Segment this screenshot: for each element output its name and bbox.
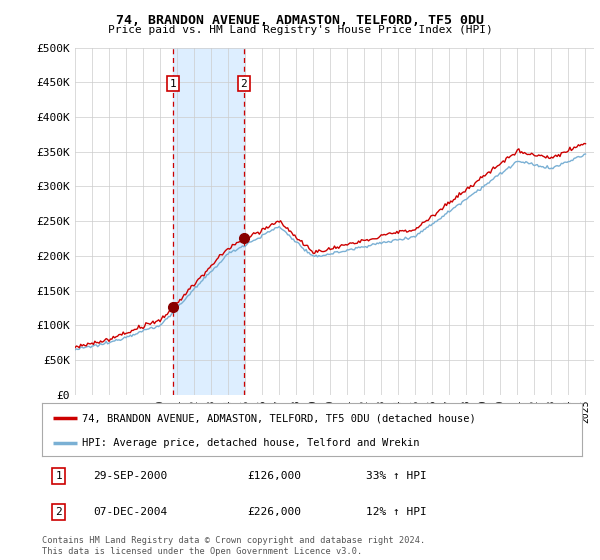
Text: 2: 2 <box>56 507 62 517</box>
Text: £126,000: £126,000 <box>247 471 301 481</box>
Text: 33% ↑ HPI: 33% ↑ HPI <box>366 471 427 481</box>
Text: 74, BRANDON AVENUE, ADMASTON, TELFORD, TF5 0DU (detached house): 74, BRANDON AVENUE, ADMASTON, TELFORD, T… <box>83 413 476 423</box>
Text: 1: 1 <box>56 471 62 481</box>
Bar <box>173 48 244 395</box>
Text: £226,000: £226,000 <box>247 507 301 517</box>
Text: 74, BRANDON AVENUE, ADMASTON, TELFORD, TF5 0DU: 74, BRANDON AVENUE, ADMASTON, TELFORD, T… <box>116 14 484 27</box>
Text: HPI: Average price, detached house, Telford and Wrekin: HPI: Average price, detached house, Telf… <box>83 438 420 448</box>
Text: 2: 2 <box>241 79 247 88</box>
Text: 12% ↑ HPI: 12% ↑ HPI <box>366 507 427 517</box>
Text: Price paid vs. HM Land Registry's House Price Index (HPI): Price paid vs. HM Land Registry's House … <box>107 25 493 35</box>
Text: 1: 1 <box>169 79 176 88</box>
Text: Contains HM Land Registry data © Crown copyright and database right 2024.
This d: Contains HM Land Registry data © Crown c… <box>42 536 425 556</box>
Text: 07-DEC-2004: 07-DEC-2004 <box>94 507 167 517</box>
Text: 29-SEP-2000: 29-SEP-2000 <box>94 471 167 481</box>
